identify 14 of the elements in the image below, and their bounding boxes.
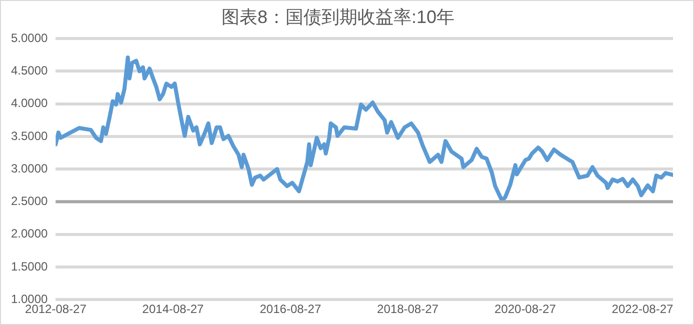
y-tick-label: 5.0000 [11,30,48,45]
y-tick-label: 3.0000 [11,161,48,176]
y-tick-label: 4.0000 [11,96,48,110]
x-tick-label: 2022-08-27 [612,302,674,316]
x-tick-label: 2014-08-27 [142,302,204,316]
chart-title: 图表8：国债到期收益率:10年 [221,6,455,27]
y-tick-label: 2.5000 [11,194,48,208]
y-tick-label: 3.5000 [11,128,48,143]
x-tick-label: 2016-08-27 [260,302,322,316]
y-tick-label: 2.0000 [11,226,48,241]
x-tick-label: 2018-08-27 [377,302,439,316]
y-tick-label: 4.5000 [11,64,48,78]
y-tick-label: 1.5000 [11,259,48,274]
x-tick-label: 2020-08-27 [494,302,556,316]
